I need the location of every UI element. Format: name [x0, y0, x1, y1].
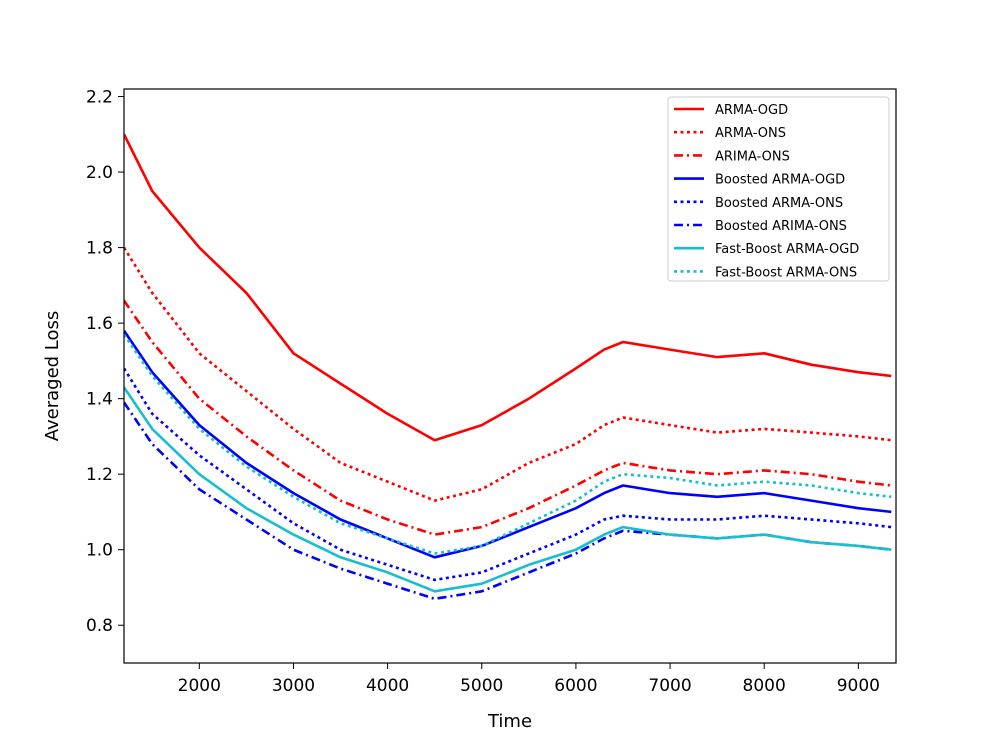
x-axis: 2000 3000 4000 5000 6000 7000 8000 9000	[178, 663, 880, 696]
y-tick-label: 2.2	[86, 88, 113, 108]
y-tick-label: 1.2	[86, 465, 113, 485]
series-line-5	[124, 367, 892, 582]
x-tick-label: 4000	[366, 676, 409, 696]
series-line-8	[124, 333, 892, 555]
legend-label: Boosted ARMA-ONS	[715, 196, 843, 211]
legend-label: Fast-Boost ARMA-ONS	[715, 265, 857, 280]
y-axis-label: Averaged Loss	[42, 311, 63, 442]
y-tick-label: 2.0	[86, 163, 113, 183]
series-line-2	[124, 246, 892, 502]
series-line-4	[124, 329, 892, 559]
y-tick-label: 1.6	[86, 314, 113, 334]
plot-area	[123, 88, 897, 664]
series-line-7	[124, 386, 892, 593]
legend-frame	[667, 96, 890, 282]
y-tick-label: 1.0	[86, 541, 113, 561]
series-line-6	[124, 401, 892, 601]
x-tick-label: 9000	[837, 676, 880, 696]
x-axis-label: Time	[487, 711, 532, 732]
y-tick-label: 1.4	[86, 390, 113, 410]
y-tick-label: 0.8	[86, 616, 113, 636]
x-tick-label: 2000	[178, 676, 221, 696]
legend-label: Boosted ARIMA-ONS	[715, 219, 847, 234]
x-tick-label: 6000	[554, 676, 597, 696]
x-tick-label: 7000	[648, 676, 691, 696]
legend-label: Fast-Boost ARMA-OGD	[715, 242, 859, 257]
x-tick-label: 8000	[743, 676, 786, 696]
series-line-3	[124, 299, 892, 536]
legend-label: Boosted ARMA-OGD	[715, 173, 845, 188]
series-layer	[124, 133, 892, 601]
legend-label: ARMA-ONS	[715, 126, 786, 141]
legend-label: ARIMA-ONS	[715, 149, 790, 164]
legend: ARMA-OGD ARMA-ONS ARIMA-ONS Boosted ARMA-OG…	[667, 96, 890, 282]
legend-label: ARMA-OGD	[715, 103, 788, 118]
x-tick-label: 5000	[460, 676, 503, 696]
y-tick-label: 1.8	[86, 239, 113, 259]
x-tick-label: 3000	[272, 676, 315, 696]
y-axis: 0.8 1.0 1.2 1.4 1.6 1.8 2.0 2.2	[86, 88, 124, 636]
series-line-1	[124, 133, 892, 442]
